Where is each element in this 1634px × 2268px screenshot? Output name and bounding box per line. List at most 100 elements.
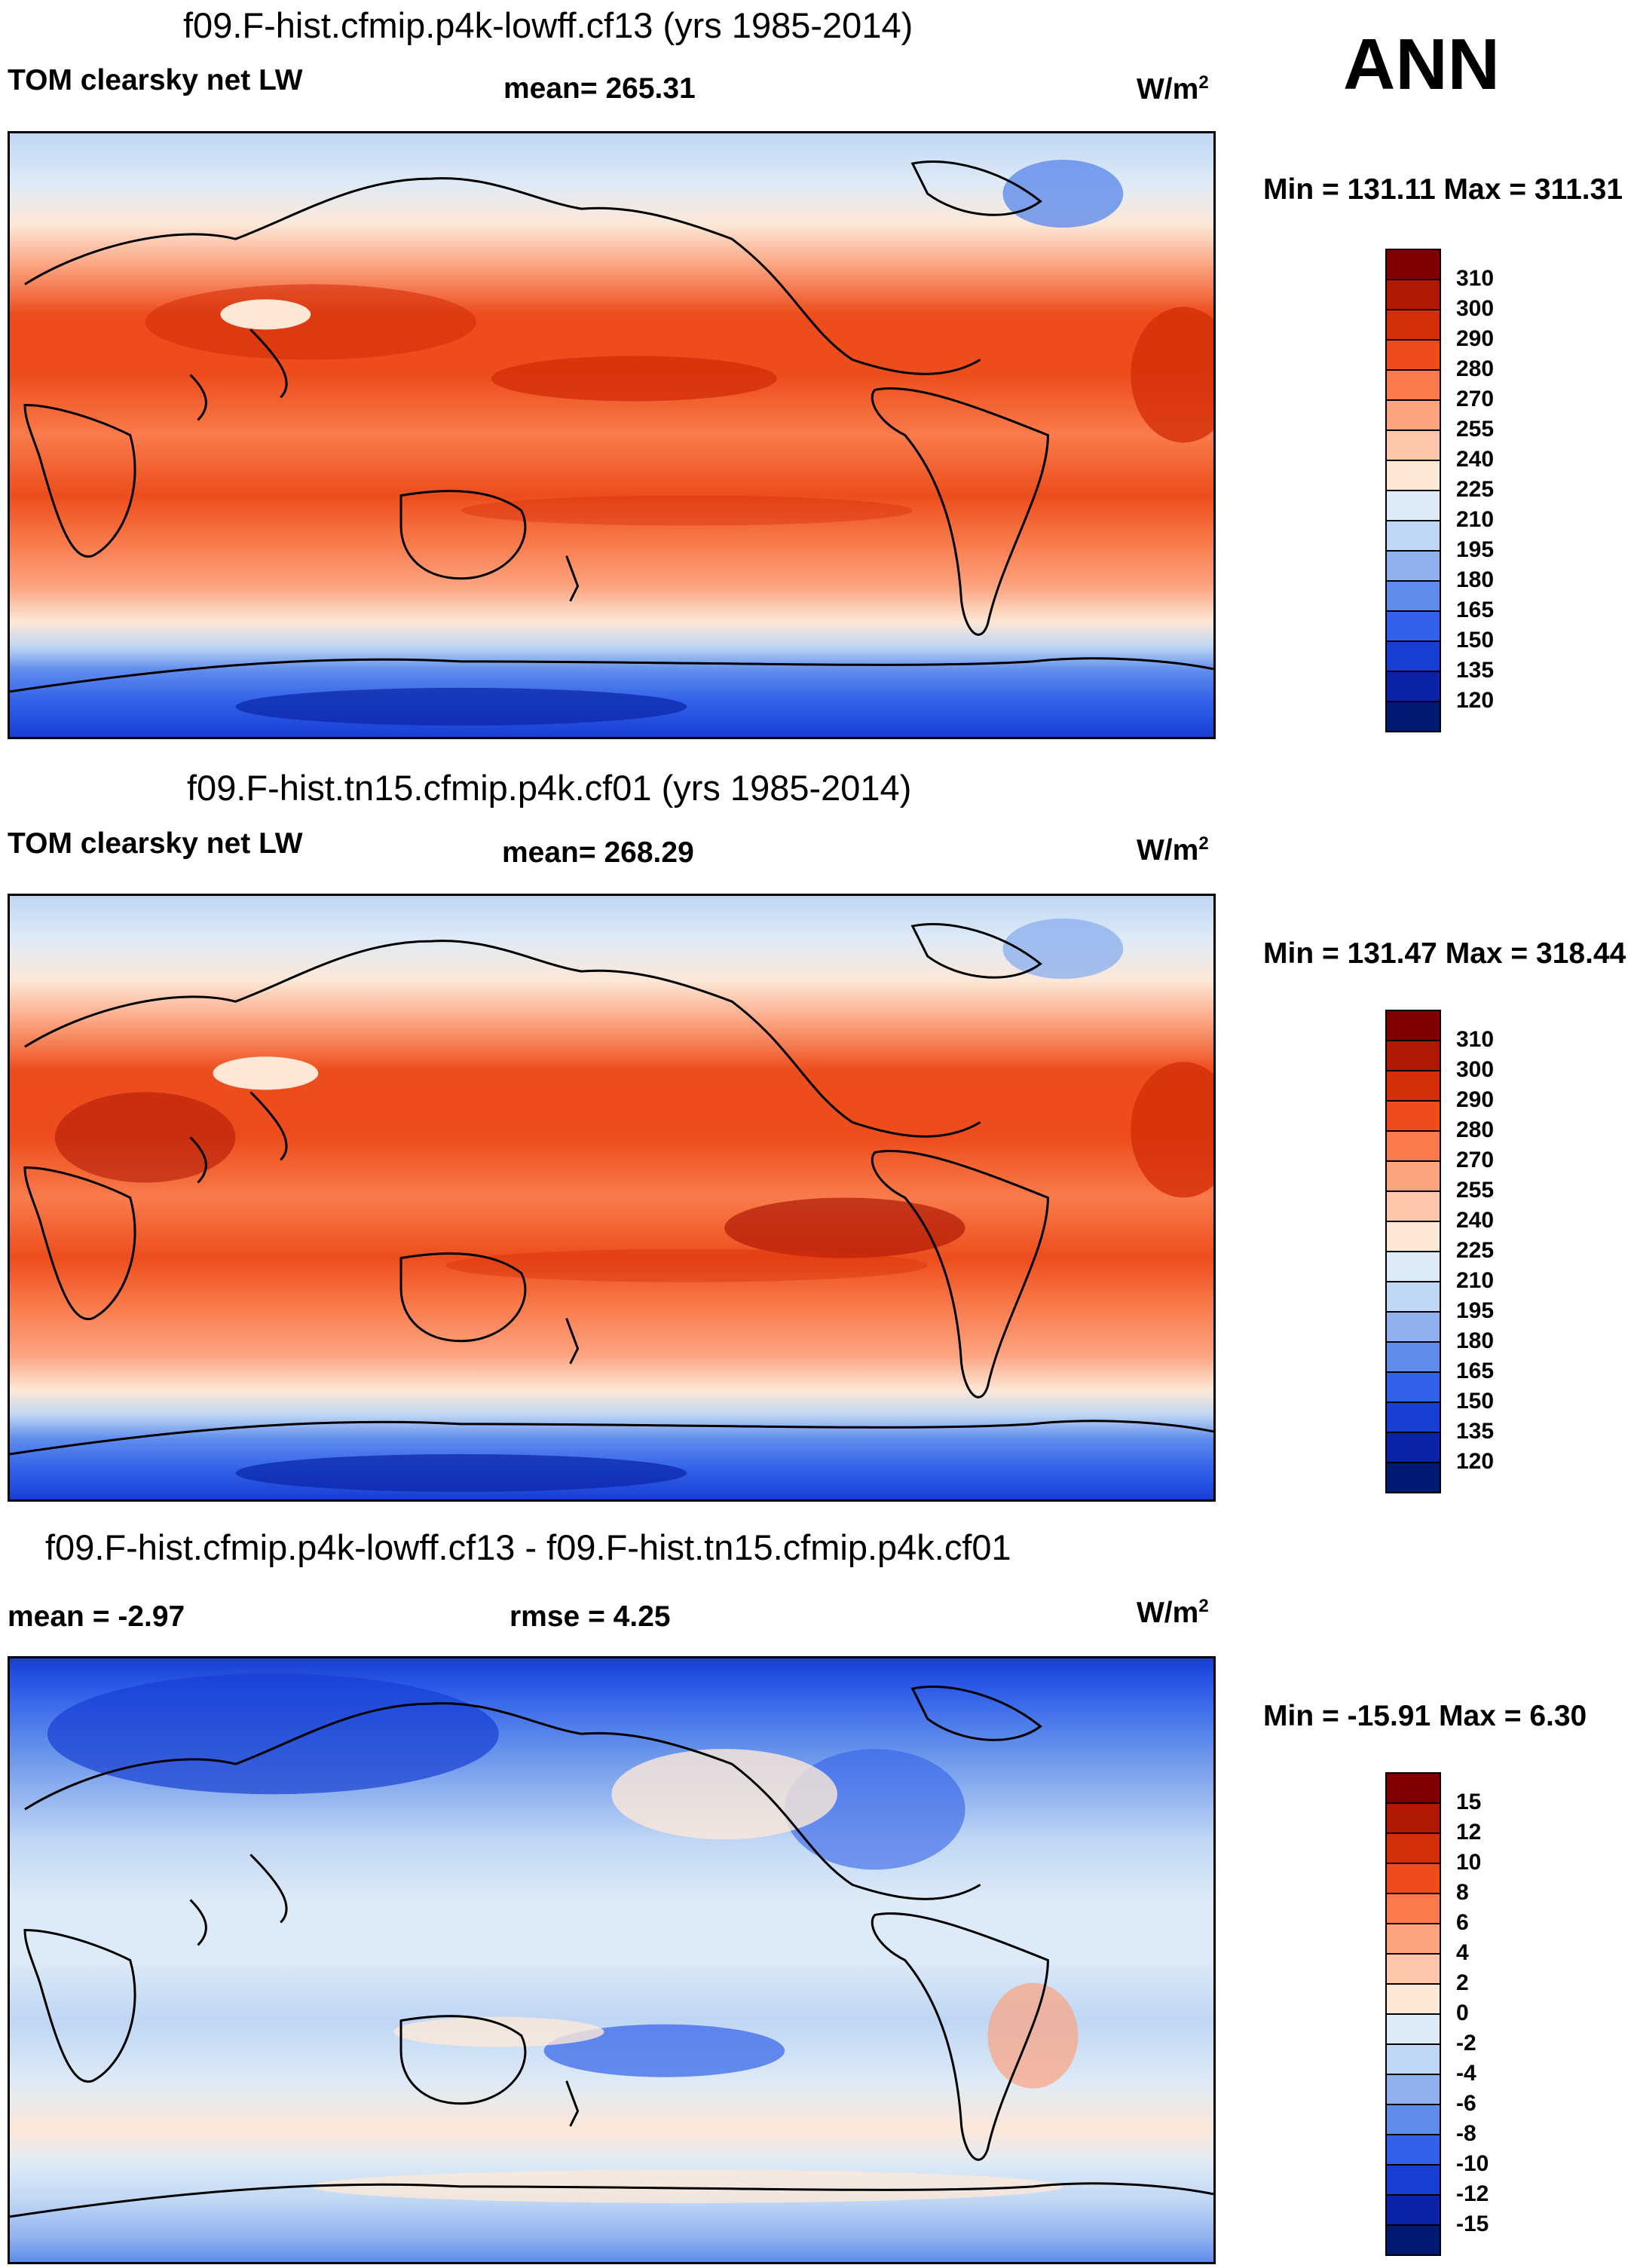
panel-3-rmse: rmse = 4.25 [509, 1600, 671, 1633]
panel-2-colorbar-swatch [1385, 1041, 1441, 1071]
panel-3-colorbar-swatch [1385, 2226, 1441, 2256]
panel-1-variable: TOM clearsky net LW [8, 64, 303, 96]
panel-2-colorbar-swatch [1385, 1222, 1441, 1252]
panel-1-colorbar-tick-label: 255 [1456, 417, 1495, 442]
panel-3-colorbar-swatch [1385, 2105, 1441, 2135]
panel-2-colorbar-swatch [1385, 1252, 1441, 1282]
panel-1-colorbar-tick-label: 280 [1456, 356, 1495, 381]
panel-3-colorbar-tick-label: -8 [1456, 2121, 1476, 2146]
panel-2-colorbar-tick-label: 300 [1456, 1057, 1495, 1082]
panel-1-units: W/m2 [1137, 72, 1209, 105]
panel-2-colorbar-swatch [1385, 1313, 1441, 1343]
panel-3-colorbar-swatch [1385, 1955, 1441, 1985]
panel-2-map [8, 894, 1216, 1502]
panel-1-colorbar-tick-label: 150 [1456, 628, 1495, 653]
panel-2-colorbar-tick-label: 150 [1456, 1389, 1495, 1414]
panel-2-colorbar-swatch [1385, 1373, 1441, 1403]
panel-2-colorbar-tick-label: 165 [1456, 1359, 1495, 1383]
panel-2-colorbar [1385, 1010, 1441, 1493]
panel-3-colorbar-tick-label: 12 [1456, 1820, 1482, 1845]
panel-1-minmax: Min = 131.11 Max = 311.31 [1263, 173, 1623, 206]
panel-2-colorbar-tick-label: 210 [1456, 1268, 1495, 1293]
panel-1-colorbar-tick-label: 120 [1456, 688, 1495, 713]
panel-2-colorbar-swatch [1385, 1011, 1441, 1041]
panel-1-colorbar-swatch [1385, 642, 1441, 672]
panel-3-colorbar-tick-label: -15 [1456, 2211, 1489, 2236]
panel-1-colorbar-tick-label: 240 [1456, 447, 1495, 472]
panel-2-colorbar-swatch [1385, 1403, 1441, 1433]
panel-1-colorbar-swatch [1385, 582, 1441, 612]
panel-1-colorbar [1385, 249, 1441, 732]
panel-2-colorbar-tick-label: 135 [1456, 1419, 1495, 1444]
panel-3-mean: mean = -2.97 [8, 1600, 185, 1633]
panel-3-colorbar-swatch [1385, 1924, 1441, 1955]
panel-3-colorbar-swatch [1385, 2166, 1441, 2196]
panel-3-colorbar-tick-label: 0 [1456, 2001, 1469, 2025]
panel-2-title: f09.F-hist.tn15.cfmip.p4k.cf01 (yrs 1985… [187, 768, 912, 808]
panel-2-colorbar-tick-label: 270 [1456, 1148, 1495, 1172]
panel-1-colorbar-swatch [1385, 491, 1441, 521]
panel-3-colorbar [1385, 1772, 1441, 2256]
panel-1-colorbar-tick-label: 290 [1456, 326, 1495, 351]
panel-2-colorbar-swatch [1385, 1433, 1441, 1463]
panel-3-map [8, 1656, 1216, 2264]
panel-3-colorbar-tick-label: -2 [1456, 2031, 1476, 2056]
panel-3-colorbar-swatch [1385, 2075, 1441, 2105]
panel-1-colorbar-swatch [1385, 371, 1441, 401]
panel-2-colorbar-tick-label: 195 [1456, 1298, 1495, 1323]
panel-3-colorbar-swatch [1385, 1894, 1441, 1924]
panel-3-minmax: Min = -15.91 Max = 6.30 [1263, 1700, 1587, 1732]
panel-2-colorbar-tick-label: 120 [1456, 1449, 1495, 1474]
panel-3-colorbar-tick-label: 15 [1456, 1790, 1482, 1814]
panel-3-colorbar-swatch [1385, 2196, 1441, 2226]
panel-2-colorbar-swatch [1385, 1162, 1441, 1192]
panel-2-units: W/m2 [1137, 833, 1209, 867]
panel-3-colorbar-tick-label: 10 [1456, 1850, 1482, 1875]
panel-2-colorbar-swatch [1385, 1463, 1441, 1493]
panel-2-colorbar-tick-label: 240 [1456, 1208, 1495, 1233]
panel-1-title: f09.F-hist.cfmip.p4k-lowff.cf13 (yrs 198… [183, 5, 913, 45]
panel-1-colorbar-tick-label: 195 [1456, 537, 1495, 562]
panel-2-colorbar-tick-label: 280 [1456, 1117, 1495, 1142]
panel-3-colorbar-tick-label: 2 [1456, 1970, 1469, 1995]
panel-2-colorbar-swatch [1385, 1282, 1441, 1313]
panel-3-colorbar-swatch [1385, 1804, 1441, 1834]
panel-1-colorbar-tick-label: 310 [1456, 266, 1495, 291]
panel-1-colorbar-swatch [1385, 552, 1441, 582]
panel-2-colorbar-swatch [1385, 1071, 1441, 1102]
panel-3-colorbar-tick-label: -10 [1456, 2151, 1489, 2176]
panel-3-colorbar-tick-label: 8 [1456, 1880, 1469, 1905]
panel-2-colorbar-tick-label: 180 [1456, 1328, 1495, 1353]
panel-3-colorbar-tick-label: -12 [1456, 2181, 1489, 2206]
panel-3-title: f09.F-hist.cfmip.p4k-lowff.cf13 - f09.F-… [45, 1527, 1011, 1567]
panel-1-colorbar-tick-label: 225 [1456, 477, 1495, 502]
panel-3-units: W/m2 [1137, 1596, 1209, 1629]
panel-1-colorbar-swatch [1385, 461, 1441, 491]
panel-1-colorbar-tick-label: 270 [1456, 387, 1495, 411]
panel-3-colorbar-tick-label: 4 [1456, 1940, 1469, 1965]
panel-3-colorbar-swatch [1385, 2015, 1441, 2045]
panel-2-colorbar-swatch [1385, 1192, 1441, 1222]
panel-1-colorbar-swatch [1385, 341, 1441, 371]
panel-1-colorbar-swatch [1385, 250, 1441, 280]
panel-3-colorbar-swatch [1385, 1985, 1441, 2015]
panel-1-colorbar-swatch [1385, 280, 1441, 310]
panel-3-colorbar-tick-label: -4 [1456, 2061, 1476, 2086]
panel-2-colorbar-tick-label: 290 [1456, 1087, 1495, 1112]
season-label: ANN [1343, 24, 1500, 105]
panel-1-colorbar-tick-label: 210 [1456, 507, 1495, 532]
panel-1-colorbar-swatch [1385, 431, 1441, 461]
panel-2-colorbar-tick-label: 255 [1456, 1178, 1495, 1203]
panel-1-colorbar-tick-label: 180 [1456, 567, 1495, 592]
panel-1-colorbar-swatch [1385, 612, 1441, 642]
panel-2-colorbar-tick-label: 225 [1456, 1238, 1495, 1263]
panel-2-colorbar-swatch [1385, 1343, 1441, 1373]
panel-2-variable: TOM clearsky net LW [8, 827, 303, 860]
panel-3-colorbar-tick-label: 6 [1456, 1910, 1469, 1935]
panel-2-mean: mean= 268.29 [502, 836, 694, 869]
panel-3-colorbar-swatch [1385, 1774, 1441, 1804]
panel-1-colorbar-tick-label: 135 [1456, 658, 1495, 683]
panel-1-colorbar-swatch [1385, 672, 1441, 702]
panel-2-colorbar-tick-label: 310 [1456, 1027, 1495, 1052]
panel-1-colorbar-tick-label: 165 [1456, 598, 1495, 622]
